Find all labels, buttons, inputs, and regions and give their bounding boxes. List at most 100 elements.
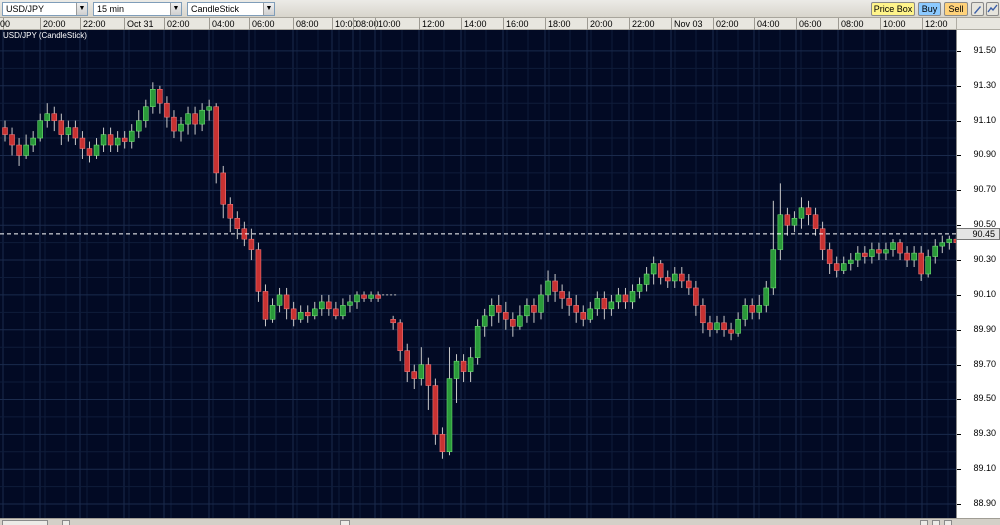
candle-bearish bbox=[686, 280, 692, 289]
chevron-down-icon[interactable]: ▼ bbox=[76, 3, 87, 15]
time-tick bbox=[545, 18, 546, 30]
candle-bearish bbox=[657, 263, 664, 278]
symbol-select[interactable]: USD/JPY ▼ bbox=[2, 2, 88, 16]
time-tick bbox=[880, 18, 881, 30]
candle-bearish bbox=[86, 148, 93, 156]
candle-bullish bbox=[798, 207, 805, 219]
candle-bearish bbox=[559, 291, 565, 299]
candle-bearish bbox=[622, 294, 629, 303]
time-label: 04:00 bbox=[757, 19, 780, 29]
price-label: 90.70 bbox=[973, 184, 996, 195]
axis-corner bbox=[956, 18, 1000, 30]
time-label: 16:00 bbox=[506, 19, 529, 29]
candle-bearish bbox=[290, 308, 297, 320]
candle-bullish bbox=[312, 308, 318, 317]
price-label: 89.70 bbox=[973, 358, 996, 369]
time-tick bbox=[587, 18, 588, 30]
candle-bullish bbox=[143, 106, 149, 121]
price-tick bbox=[957, 260, 961, 262]
time-label: 20:00 bbox=[43, 19, 66, 29]
candle-bullish bbox=[939, 242, 946, 247]
price-label: 90.10 bbox=[973, 288, 996, 299]
candle-bullish bbox=[890, 242, 896, 250]
candle-bullish bbox=[777, 214, 784, 250]
time-tick bbox=[503, 18, 504, 30]
candle-bearish bbox=[664, 277, 671, 282]
candle-bullish bbox=[608, 301, 615, 310]
chart-plot-area[interactable] bbox=[0, 30, 956, 518]
candle-bearish bbox=[220, 172, 226, 205]
candle-bullish bbox=[100, 134, 107, 146]
scroll-right-button[interactable] bbox=[920, 520, 928, 525]
candle-bullish bbox=[770, 249, 777, 289]
zoom-in-button[interactable] bbox=[944, 520, 952, 525]
candle-bullish bbox=[517, 315, 523, 327]
chart-scrollbar[interactable] bbox=[0, 518, 1000, 525]
chart-style-value: CandleStick bbox=[191, 4, 240, 14]
candle-bullish bbox=[23, 144, 29, 156]
candle-bullish bbox=[636, 284, 643, 292]
candle-bullish bbox=[114, 137, 121, 146]
candle-bearish bbox=[700, 305, 706, 324]
time-label: 10:00 bbox=[335, 19, 358, 29]
price-tick bbox=[957, 50, 961, 52]
candle-bullish bbox=[594, 298, 601, 310]
time-label: 06:00 bbox=[252, 19, 275, 29]
candle-bearish bbox=[897, 242, 903, 254]
candle-bearish bbox=[171, 116, 177, 132]
candle-bearish bbox=[531, 305, 537, 313]
candle-bullish bbox=[354, 294, 360, 303]
candle-bullish bbox=[545, 280, 551, 296]
interval-select[interactable]: 15 min ▼ bbox=[93, 2, 182, 16]
time-tick bbox=[375, 18, 376, 30]
price-box-button[interactable]: Price Box bbox=[871, 2, 915, 16]
chevron-down-icon[interactable]: ▼ bbox=[263, 3, 274, 15]
time-tick bbox=[124, 18, 125, 30]
chevron-down-icon[interactable]: ▼ bbox=[170, 3, 181, 15]
scroll-thumb[interactable] bbox=[340, 520, 350, 525]
candle-bullish bbox=[791, 217, 798, 226]
price-tick bbox=[957, 225, 961, 227]
candle-bullish bbox=[855, 252, 861, 261]
time-label: 10:00 bbox=[378, 19, 401, 29]
pencil-icon bbox=[974, 6, 981, 14]
time-label: 02:00 bbox=[167, 19, 190, 29]
time-label: 08:00 bbox=[356, 19, 379, 29]
candle-bearish bbox=[510, 319, 516, 327]
price-axis[interactable]: 91.50 91.30 91.10 90.90 90.70 90.50 90.30 90.10… bbox=[956, 30, 1000, 518]
time-label: Nov 03 bbox=[674, 19, 703, 29]
candle-bearish bbox=[72, 127, 79, 139]
time-tick bbox=[461, 18, 462, 30]
time-tick bbox=[80, 18, 81, 30]
draw-tool-button[interactable] bbox=[971, 2, 984, 16]
time-label: 00 bbox=[0, 19, 11, 29]
indicators-button[interactable] bbox=[986, 2, 999, 16]
candle-bullish bbox=[524, 305, 530, 317]
zoom-out-button[interactable] bbox=[932, 520, 940, 525]
time-label: 02:00 bbox=[716, 19, 739, 29]
price-label: 89.30 bbox=[973, 428, 996, 439]
chart-style-select[interactable]: CandleStick ▼ bbox=[187, 2, 275, 16]
price-tick bbox=[957, 399, 961, 401]
candle-bullish bbox=[538, 294, 544, 313]
candle-bullish bbox=[481, 315, 488, 327]
candle-bullish bbox=[136, 120, 142, 132]
candle-bearish bbox=[425, 364, 432, 386]
candle-bearish bbox=[862, 252, 868, 257]
candle-bearish bbox=[304, 312, 311, 317]
candle-bearish bbox=[904, 252, 910, 261]
time-tick bbox=[796, 18, 797, 30]
candle-bearish bbox=[58, 120, 65, 135]
chart-title: USD/JPY (CandleStick) bbox=[3, 31, 87, 40]
price-tick bbox=[957, 120, 961, 122]
candle-bearish bbox=[213, 106, 219, 174]
indicator-icon bbox=[987, 4, 998, 13]
candle-bearish bbox=[397, 322, 403, 351]
scroll-button[interactable] bbox=[62, 520, 70, 525]
candle-bullish bbox=[629, 291, 636, 303]
buy-button[interactable]: Buy bbox=[918, 2, 941, 16]
scroll-left-button[interactable] bbox=[2, 520, 48, 525]
sell-button[interactable]: Sell bbox=[944, 2, 968, 16]
candle-bearish bbox=[728, 329, 734, 334]
